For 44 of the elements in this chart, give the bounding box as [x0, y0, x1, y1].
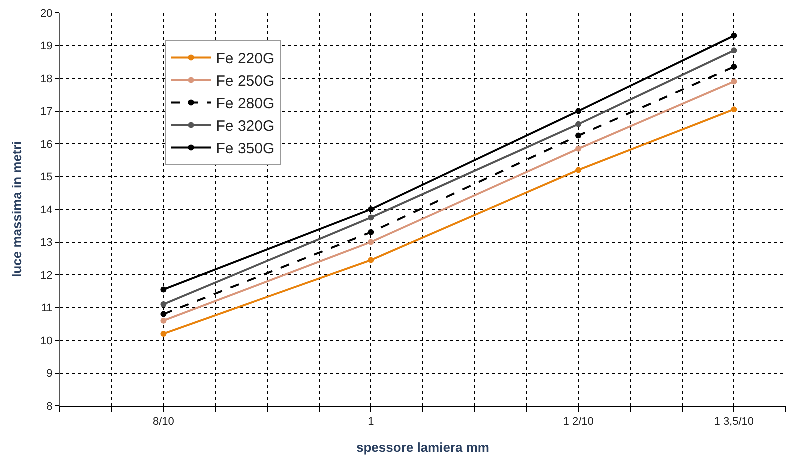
point [731, 64, 738, 70]
y-tick-label: 11 [41, 302, 53, 315]
point [731, 48, 738, 54]
point [368, 206, 374, 212]
point [576, 132, 582, 139]
y-tick-label: 20 [40, 8, 53, 20]
point [368, 214, 374, 221]
x-tick-label: 1 [368, 416, 374, 428]
legend-label: Fe 280G [216, 96, 275, 113]
point [160, 318, 167, 324]
legend-label: Fe 350G [216, 140, 275, 158]
y-tick-label: 19 [40, 40, 53, 53]
point [368, 229, 374, 236]
point [368, 239, 374, 246]
point [731, 32, 738, 39]
y-tick-label: 8 [46, 400, 53, 413]
y-tick-label: 15 [40, 172, 53, 184]
point [731, 78, 738, 85]
y-axis-title: luce massima in metri [10, 142, 24, 278]
y-tick-label: 10 [40, 335, 53, 348]
point [160, 311, 167, 318]
y-tick-label: 14 [40, 204, 53, 216]
x-tick-label: 1 3,5/10 [714, 416, 754, 428]
point [368, 257, 374, 264]
point [160, 301, 167, 308]
legend-label: Fe 220G [216, 50, 275, 68]
x-axis-title: spessore lamiera mm [356, 440, 490, 455]
legend-label: Fe 250G [216, 73, 275, 90]
point [576, 121, 582, 128]
x-tick-label: 1 2/10 [563, 416, 594, 428]
x-tick-label: 8/10 [153, 416, 174, 428]
y-tick-label: 12 [40, 270, 53, 282]
point [731, 106, 738, 113]
point [576, 167, 582, 174]
point [576, 108, 582, 114]
point [160, 286, 167, 293]
legend-label: Fe 320G [216, 118, 275, 136]
point [160, 330, 167, 337]
point [576, 146, 582, 152]
y-tick-label: 9 [46, 368, 53, 380]
y-tick-label: 17 [40, 106, 53, 118]
y-tick-label: 16 [40, 138, 53, 151]
y-tick-label: 13 [40, 237, 53, 250]
y-tick-label: 18 [40, 73, 53, 86]
